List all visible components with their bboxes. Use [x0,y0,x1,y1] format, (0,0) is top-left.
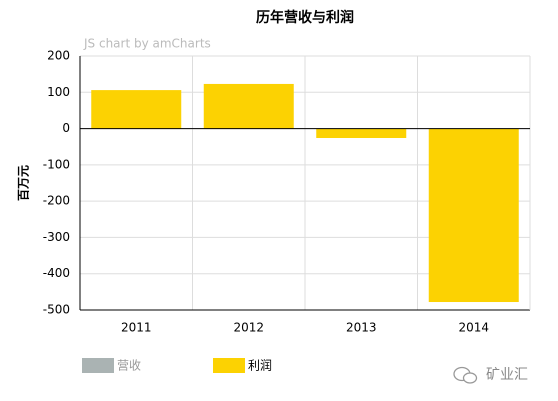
bar [428,128,519,303]
y-tick-label: -200 [43,194,70,208]
x-tick-label: 2012 [233,321,264,335]
y-tick-label: 0 [62,121,70,135]
y-tick-label: -300 [43,230,70,244]
legend-swatch [213,358,245,373]
y-tick-label: -100 [43,157,70,171]
chart-title: 历年营收与利润 [256,9,354,26]
bar [203,83,294,129]
legend-label: 营收 [117,359,141,373]
y-axis-label: 百万元 [17,165,31,201]
bar [316,128,407,139]
y-tick-label: 100 [47,85,70,99]
y-tick-label: 200 [47,49,70,63]
x-tick-label: 2014 [458,321,489,335]
y-tick-label: -400 [43,266,70,280]
legend-swatch [82,358,114,373]
brand: 矿业汇 [486,367,528,383]
x-tick-label: 2011 [121,321,152,335]
y-tick-label: -500 [43,303,70,317]
x-tick-label: 2013 [346,321,377,335]
legend-label: 利润 [248,359,272,373]
credit: JS chart by amCharts [83,37,211,51]
brand-icon [453,366,478,384]
bar [91,90,182,129]
